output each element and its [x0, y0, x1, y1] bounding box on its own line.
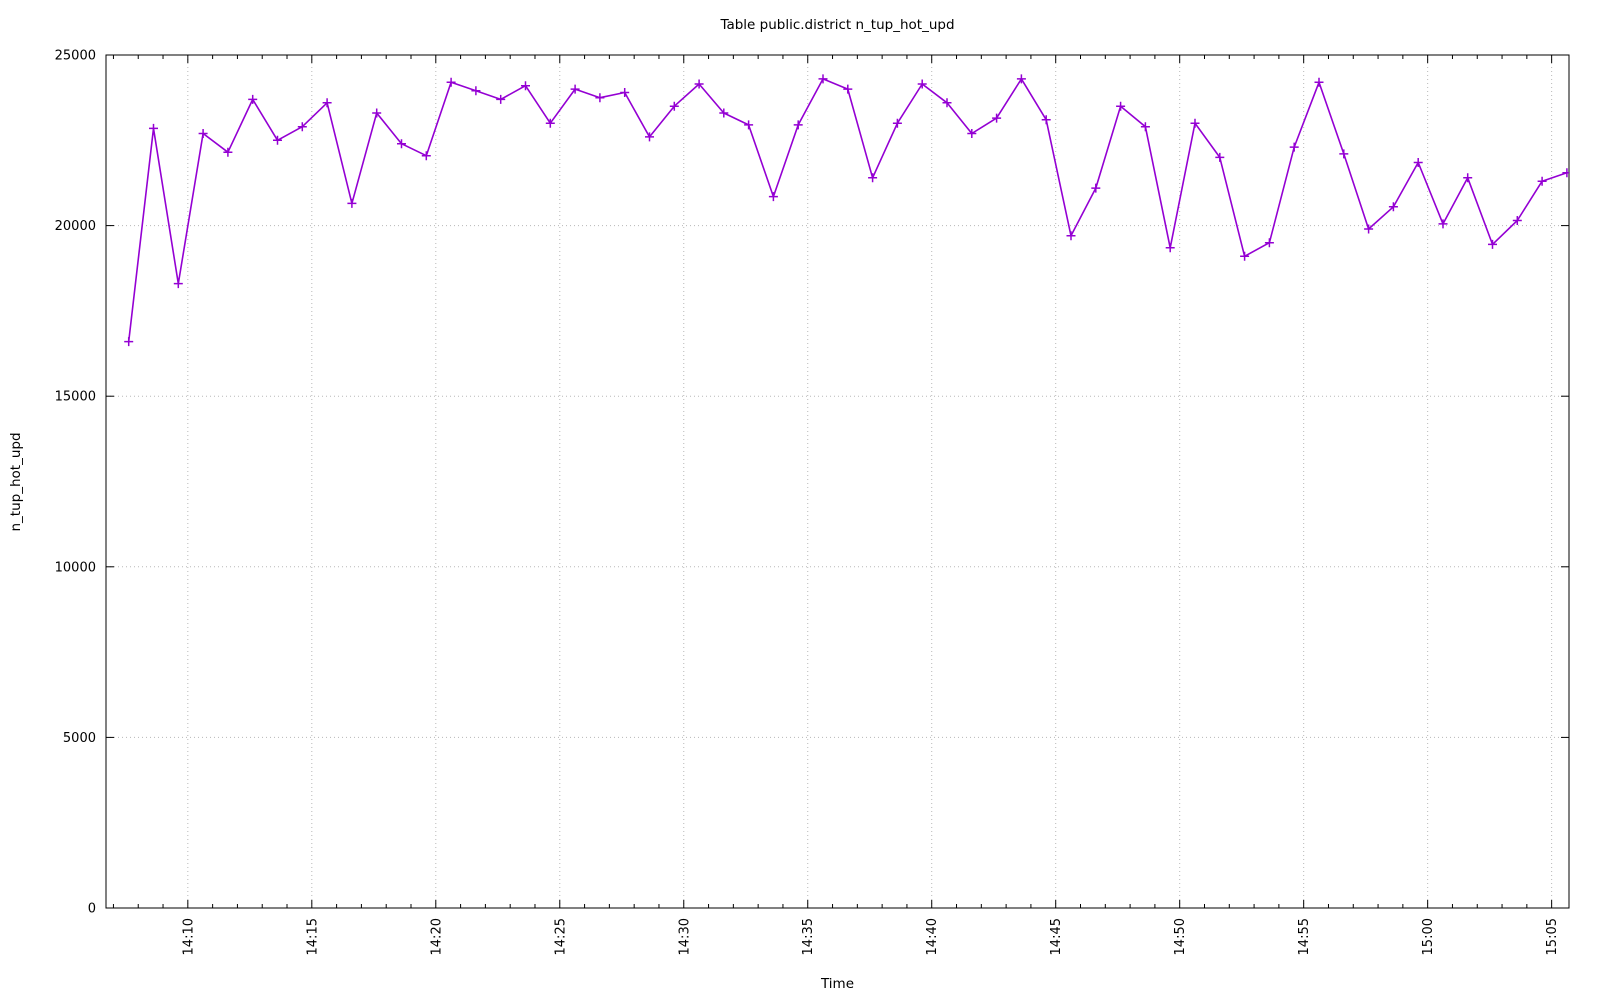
data-series-line — [127, 78, 1568, 342]
y-tick-label: 0 — [88, 902, 96, 917]
x-tick-label: 14:30 — [677, 918, 692, 955]
x-axis-label: Time — [820, 976, 855, 992]
y-tick-label: 15000 — [55, 390, 96, 405]
x-tick-label: 14:40 — [925, 918, 940, 955]
x-tick-label: 14:20 — [429, 918, 444, 955]
x-tick-label: 14:25 — [553, 918, 568, 955]
data-point-markers — [124, 74, 1569, 347]
x-tick-label: 14:10 — [181, 918, 196, 955]
chart-title: Table public.district n_tup_hot_upd — [720, 17, 955, 33]
y-tick-label: 5000 — [63, 731, 96, 746]
y-tick-label: 25000 — [55, 49, 96, 64]
x-tick-label: 14:45 — [1049, 918, 1064, 955]
x-tick-label: 15:00 — [1421, 918, 1436, 955]
x-tick-label: 14:55 — [1297, 918, 1312, 955]
y-tick-label: 20000 — [55, 219, 96, 234]
x-tick-label: 15:05 — [1545, 918, 1560, 955]
x-tick-label: 14:35 — [801, 918, 816, 955]
x-tick-label: 14:15 — [305, 918, 320, 955]
y-tick-label: 10000 — [55, 560, 96, 575]
x-tick-label: 14:50 — [1173, 918, 1188, 955]
plot-border — [105, 54, 1570, 909]
